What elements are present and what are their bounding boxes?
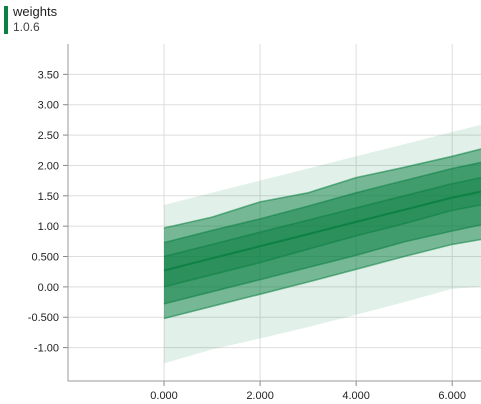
- y-tick-label: 2.50: [38, 130, 59, 142]
- y-tick-label: -1.00: [34, 343, 59, 355]
- x-tick-label: 0.000: [150, 390, 178, 402]
- y-tick-label: 0.00: [38, 282, 59, 294]
- x-tick-label: 4.000: [342, 390, 370, 402]
- x-axis-ticks: 0.000 2.000 4.000 6.000: [150, 390, 466, 402]
- y-tick-label: -0.500: [28, 312, 59, 324]
- y-tick-label: 1.00: [38, 221, 59, 233]
- x-tick-label: 6.000: [438, 390, 466, 402]
- y-axis-ticks: 3.50 3.00 2.50 2.00 1.50 1.00 0.500 0.00 -0.500 -…: [28, 69, 59, 354]
- x-tick-label: 2.000: [246, 390, 274, 402]
- y-tick-label: 2.00: [38, 160, 59, 172]
- y-tick-label: 0.500: [31, 252, 59, 264]
- y-tick-label: 3.00: [38, 100, 59, 112]
- y-tick-label: 3.50: [38, 69, 59, 81]
- distribution-bands: [164, 125, 481, 364]
- y-tick-label: 1.50: [38, 191, 59, 203]
